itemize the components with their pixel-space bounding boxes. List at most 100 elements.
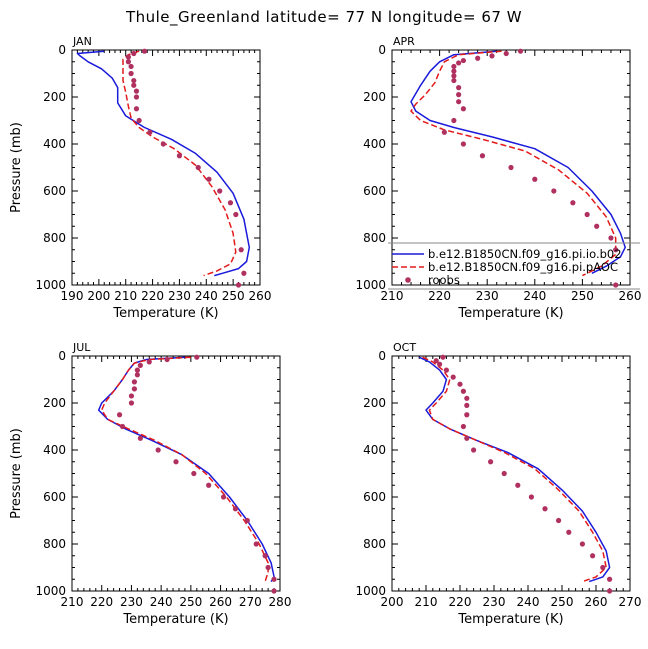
panel-month-label: JAN bbox=[72, 35, 92, 48]
series-pAOC-line bbox=[422, 356, 607, 583]
obs-point bbox=[134, 372, 140, 378]
obs-point bbox=[131, 379, 137, 385]
obs-point bbox=[137, 362, 143, 368]
obs-point bbox=[133, 94, 140, 100]
x-axis-label: Temperature (K) bbox=[457, 612, 563, 627]
y-tick-label: 1000 bbox=[35, 584, 66, 598]
obs-point bbox=[456, 60, 462, 66]
series-io-b02-line bbox=[418, 356, 611, 583]
obs-point bbox=[460, 423, 466, 430]
obs-point bbox=[566, 529, 572, 535]
x-tick-label: 260 bbox=[249, 289, 272, 303]
obs-point bbox=[551, 188, 557, 194]
obs-point bbox=[450, 374, 456, 380]
panel-jul: JUL 210 220 230 240 250 260 270 280 0 200 400 600 800… bbox=[9, 341, 291, 627]
obs-point bbox=[194, 354, 200, 360]
obs-point bbox=[501, 470, 507, 477]
obs-point bbox=[460, 106, 466, 112]
obs-point bbox=[133, 88, 140, 94]
obs-point bbox=[131, 77, 137, 84]
obs-point bbox=[607, 576, 613, 582]
obs-point bbox=[503, 50, 509, 57]
plot-frame bbox=[71, 49, 261, 286]
y-tick-label: 1000 bbox=[355, 584, 386, 598]
series-roobs bbox=[116, 354, 277, 594]
y-tick-label: 400 bbox=[43, 443, 66, 457]
y-tick-label: 1000 bbox=[355, 278, 386, 292]
x-tick-label: 230 bbox=[476, 289, 499, 303]
x-tick-label: 240 bbox=[523, 289, 546, 303]
x-tick-label: 190 bbox=[61, 289, 84, 303]
panel-month-label: OCT bbox=[393, 341, 416, 354]
plot-frame bbox=[71, 355, 281, 592]
obs-point bbox=[131, 82, 137, 88]
x-tick-label: 260 bbox=[619, 289, 642, 303]
panels: JAN 190 200 210 220 230 240 250 260 0 200 400 600 800… bbox=[9, 35, 641, 627]
panel-month-label: JUL bbox=[72, 341, 91, 354]
obs-point bbox=[173, 459, 179, 465]
series-roobs bbox=[433, 354, 613, 594]
obs-point bbox=[613, 282, 619, 288]
obs-point bbox=[451, 77, 457, 84]
x-tick-label: 200 bbox=[381, 595, 404, 609]
y-tick-label: 0 bbox=[378, 349, 386, 363]
x-tick-label: 240 bbox=[517, 595, 540, 609]
legend-label: roobs bbox=[428, 273, 460, 287]
x-tick-label: 230 bbox=[483, 595, 506, 609]
obs-point bbox=[191, 470, 197, 477]
obs-point bbox=[164, 356, 170, 363]
panel-oct: OCT 200 210 220 230 240 250 260 270 0 200 400 600 800… bbox=[355, 341, 641, 627]
obs-point bbox=[460, 388, 466, 394]
obs-point bbox=[594, 223, 600, 229]
y-tick-label: 200 bbox=[363, 90, 386, 104]
obs-point bbox=[206, 176, 212, 182]
x-tick-label: 220 bbox=[141, 289, 164, 303]
y-tick-label: 600 bbox=[363, 490, 386, 504]
obs-point bbox=[227, 200, 234, 206]
obs-point bbox=[451, 73, 457, 79]
legend-swatch-dot bbox=[405, 277, 411, 283]
legend-label: b.e12.B1850CN.f09_g16.pi.io.b02 bbox=[428, 247, 622, 261]
obs-point bbox=[471, 447, 477, 453]
obs-point bbox=[176, 153, 183, 159]
series-pAOC-line bbox=[122, 50, 237, 277]
obs-point bbox=[475, 55, 481, 61]
obs-point bbox=[141, 48, 148, 54]
x-tick-label: 250 bbox=[551, 595, 574, 609]
obs-point bbox=[137, 435, 143, 441]
obs-point bbox=[235, 282, 242, 288]
x-axis-label: Temperature (K) bbox=[122, 612, 228, 627]
x-tick-label: 220 bbox=[90, 595, 113, 609]
obs-point bbox=[136, 117, 142, 124]
obs-point bbox=[128, 393, 135, 399]
obs-point bbox=[217, 188, 223, 194]
obs-point bbox=[460, 141, 466, 147]
obs-point bbox=[451, 68, 457, 74]
y-tick-label: 1000 bbox=[35, 278, 66, 292]
legend: b.e12.B1850CN.f09_g16.pi.io.b02b.e12.B18… bbox=[388, 242, 640, 290]
obs-point bbox=[155, 447, 161, 453]
obs-point bbox=[570, 200, 576, 206]
panel-apr: APR 210 220 230 240 250 260 0 200 400 600 800 1000 Te… bbox=[355, 35, 641, 321]
obs-point bbox=[600, 564, 606, 571]
obs-point bbox=[508, 164, 514, 171]
y-tick-label: 800 bbox=[363, 537, 386, 551]
obs-point bbox=[128, 63, 134, 70]
obs-point bbox=[241, 270, 247, 276]
obs-point bbox=[146, 359, 152, 365]
obs-point bbox=[147, 129, 153, 135]
obs-point bbox=[456, 92, 462, 98]
obs-point bbox=[206, 482, 212, 488]
y-tick-label: 600 bbox=[363, 184, 386, 198]
x-tick-label: 230 bbox=[120, 595, 143, 609]
y-tick-label: 600 bbox=[43, 184, 66, 198]
x-tick-label: 210 bbox=[61, 595, 84, 609]
obs-point bbox=[271, 576, 277, 582]
series-io-b02-line bbox=[410, 50, 626, 274]
obs-point bbox=[607, 588, 613, 594]
y-tick-label: 800 bbox=[43, 537, 66, 551]
x-tick-label: 270 bbox=[619, 595, 642, 609]
series-io-b02-line bbox=[97, 356, 275, 583]
